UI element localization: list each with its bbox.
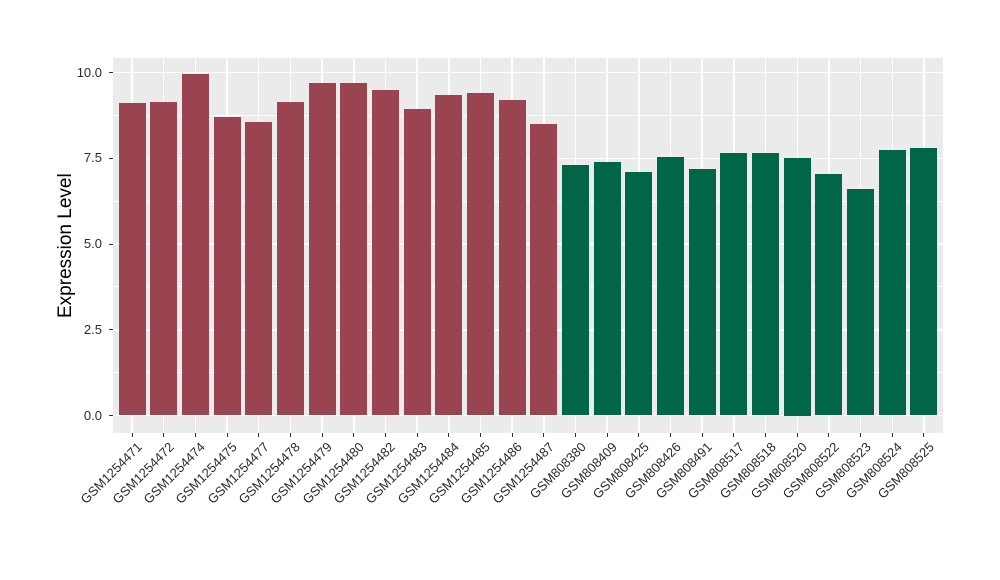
x-tick-mark [353, 433, 355, 437]
x-tick-mark [289, 433, 291, 437]
bar-GSM808491 [688, 168, 716, 416]
x-tick-mark [194, 433, 196, 437]
bar-GSM808425 [625, 171, 653, 416]
y-tick-label: 0.0 [83, 407, 102, 423]
y-tick-mark [108, 415, 113, 416]
bar-GSM1254480 [340, 82, 368, 416]
bar-GSM808523 [847, 189, 875, 416]
bar-GSM1254474 [181, 74, 209, 416]
bar-GSM1254475 [213, 117, 241, 416]
bar-GSM808520 [783, 158, 811, 416]
x-tick-mark [670, 433, 672, 437]
y-tick-label: 2.5 [83, 321, 102, 337]
bar-GSM808518 [752, 153, 780, 416]
x-tick-mark [511, 433, 513, 437]
bar-GSM808522 [815, 173, 843, 416]
x-tick-mark [543, 433, 545, 437]
x-tick-mark [891, 433, 893, 437]
y-tick-mark [108, 72, 113, 73]
y-tick-mark [108, 157, 113, 159]
gridline-major [113, 71, 943, 74]
bar-GSM808426 [657, 156, 685, 416]
x-tick-mark [131, 433, 133, 437]
gridline-minor [113, 200, 943, 202]
x-tick-mark [479, 433, 481, 437]
y-tick-label: 10.0 [76, 64, 102, 80]
bar-GSM808524 [878, 149, 906, 416]
x-tick-mark [606, 433, 608, 437]
x-tick-mark [575, 433, 577, 437]
bar-GSM808525 [910, 147, 938, 416]
y-tick-mark [108, 243, 113, 245]
bar-GSM808409 [593, 161, 621, 416]
gridline-major [113, 329, 943, 331]
plot-panel [113, 58, 943, 433]
bar-GSM1254487 [530, 123, 558, 416]
bar-GSM1254477 [245, 122, 273, 416]
gridline-minor [113, 114, 943, 116]
bar-GSM1254485 [466, 93, 494, 416]
x-tick-mark [733, 433, 735, 437]
x-tick-mark [226, 433, 228, 437]
gridline-major [113, 243, 943, 245]
gridline-major [113, 414, 943, 417]
bar-GSM1254479 [308, 82, 336, 416]
gridline-minor [113, 286, 943, 288]
y-tick-label: 7.5 [83, 150, 102, 166]
bar-GSM1254478 [276, 101, 304, 416]
gridline-minor [113, 372, 943, 374]
x-tick-mark [765, 433, 767, 437]
x-tick-mark [384, 433, 386, 437]
bar-GSM808517 [720, 153, 748, 416]
x-tick-mark [258, 433, 260, 437]
gridline-major [113, 157, 943, 159]
x-tick-mark [828, 433, 830, 437]
bar-GSM1254482 [371, 89, 399, 416]
x-tick-mark [638, 433, 640, 437]
y-tick-label: 5.0 [83, 236, 102, 251]
x-tick-mark [796, 433, 798, 437]
x-tick-mark [163, 433, 165, 437]
x-tick-mark [860, 433, 862, 437]
bar-GSM1254484 [435, 94, 463, 416]
bar-GSM1254472 [150, 101, 178, 416]
x-tick-mark [321, 433, 323, 437]
x-tick-mark [416, 433, 418, 437]
bar-GSM1254483 [403, 108, 431, 416]
y-tick-mark [108, 329, 113, 331]
bar-GSM808380 [562, 165, 590, 416]
x-tick-mark [701, 433, 703, 437]
bar-GSM1254486 [498, 99, 526, 416]
x-tick-mark [448, 433, 450, 437]
x-tick-mark [923, 433, 925, 437]
bar-GSM1254471 [118, 103, 146, 416]
